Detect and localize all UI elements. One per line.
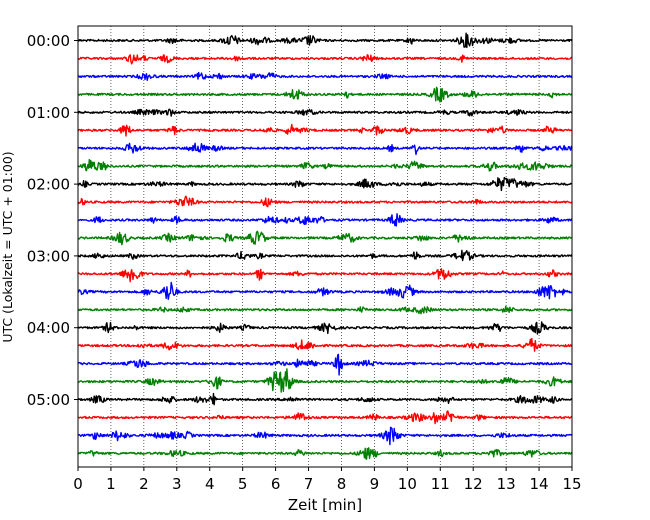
- x-tick-label-8: 8: [337, 475, 347, 493]
- trace-0115: [77, 123, 573, 137]
- trace-0215: [77, 195, 573, 208]
- seismic-traces: [77, 32, 573, 460]
- trace-0400: [77, 321, 573, 335]
- trace-0030: [77, 71, 573, 81]
- x-tick-label-5: 5: [238, 475, 248, 493]
- x-tick-label-7: 7: [304, 475, 314, 493]
- trace-0145: [77, 158, 573, 172]
- trace-0545: [77, 447, 573, 460]
- x-tick-label-0: 0: [73, 475, 83, 493]
- trace-0300: [77, 249, 573, 262]
- x-tick-label-1: 1: [106, 475, 116, 493]
- trace-0100: [77, 108, 573, 117]
- y-tick-label-4: 04:00: [27, 319, 70, 337]
- x-axis-label: Zeit [min]: [288, 496, 362, 514]
- plot-frame: [77, 25, 573, 468]
- x-tick-label-4: 4: [205, 475, 215, 493]
- x-tick-label-2: 2: [139, 475, 149, 493]
- y-tick-label-2: 02:00: [27, 176, 70, 194]
- trace-0445: [77, 368, 573, 393]
- y-tick-label-1: 01:00: [27, 104, 70, 122]
- x-tick-label-10: 10: [398, 475, 417, 493]
- y-tick-label-3: 03:00: [27, 247, 70, 265]
- x-tick-label-15: 15: [562, 475, 581, 493]
- trace-0515: [77, 410, 573, 425]
- x-tick-label-9: 9: [370, 475, 380, 493]
- x-tick-label-14: 14: [530, 475, 549, 493]
- x-tick-label-13: 13: [497, 475, 516, 493]
- trace-0430: [77, 353, 573, 376]
- trace-0230: [77, 213, 573, 227]
- x-tick-label-6: 6: [271, 475, 281, 493]
- y-tick-label-5: 05:00: [27, 391, 70, 409]
- trace-0330: [77, 281, 573, 300]
- y-axis-label: UTC (Lokalzeit = UTC + 01:00): [0, 151, 15, 342]
- trace-0245: [77, 230, 573, 246]
- x-tick-label-11: 11: [431, 475, 450, 493]
- trace-0200: [77, 176, 573, 192]
- trace-0315: [77, 268, 573, 283]
- x-axis-ticks: 0 1 2 3 4 5 6 7 8 9 10 11 12 13 14 15: [73, 467, 582, 493]
- x-tick-label-3: 3: [172, 475, 182, 493]
- trace-0415: [77, 337, 573, 352]
- y-axis-ticks: 00:00 01:00 02:00 03:00 04:00 05:00: [27, 32, 78, 409]
- trace-0000: [77, 32, 573, 49]
- x-tick-label-12: 12: [464, 475, 483, 493]
- trace-0530: [77, 426, 573, 446]
- trace-0015: [77, 54, 573, 65]
- trace-0045: [77, 86, 573, 103]
- trace-0130: [77, 142, 573, 156]
- y-tick-label-0: 00:00: [27, 32, 70, 50]
- trace-0345: [77, 305, 573, 315]
- trace-0500: [77, 392, 573, 406]
